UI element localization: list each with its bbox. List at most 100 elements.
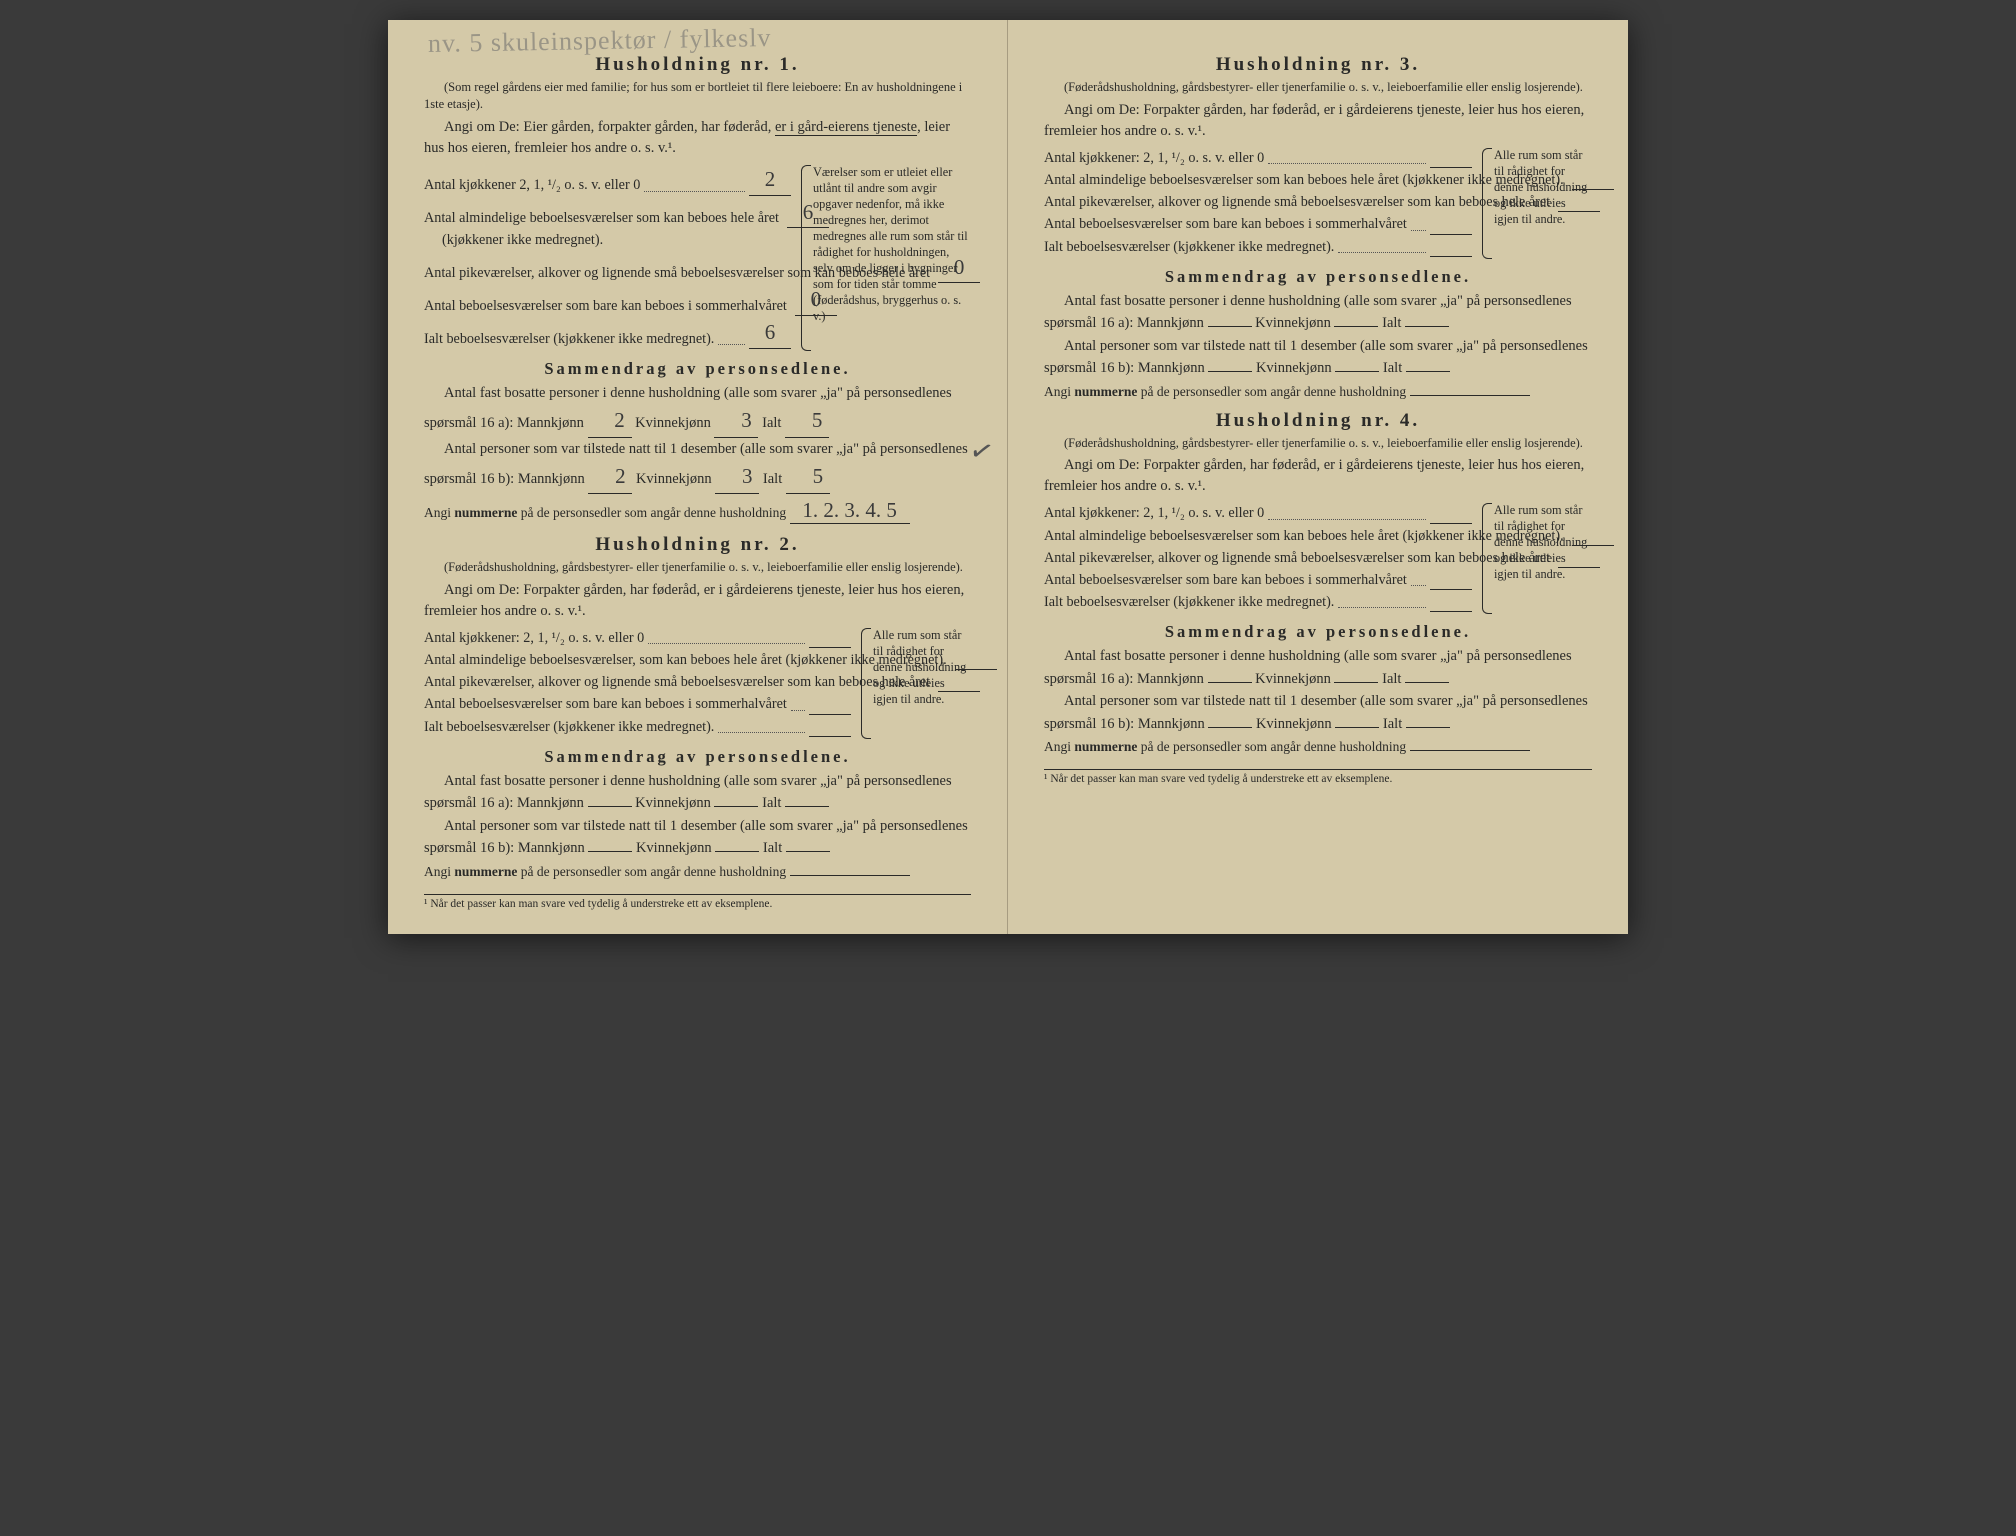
numrene-value[interactable] xyxy=(790,875,910,876)
page-left: nv. 5 skuleinspektør / fylkeslv Husholdn… xyxy=(388,20,1008,934)
kjokken-label: Antal kjøkkener: 2, 1, ¹/₂ o. s. v. elle… xyxy=(1044,148,1264,168)
numrene-value[interactable] xyxy=(1410,395,1530,396)
household-title: Husholdning nr. 2. xyxy=(424,534,971,556)
bosatte-kvinne[interactable] xyxy=(1334,682,1378,683)
household-2: Husholdning nr. 2. (Føderådshusholdning,… xyxy=(424,534,971,880)
tilstede-kvinne[interactable] xyxy=(1335,727,1379,728)
summary-heading: Sammendrag av personsedlene. xyxy=(424,747,971,767)
household-subtitle: (Som regel gårdens eier med familie; for… xyxy=(424,79,971,113)
household-title: Husholdning nr. 3. xyxy=(1044,54,1592,76)
tilstede-mann[interactable] xyxy=(588,851,632,852)
ialt-value[interactable] xyxy=(809,736,851,737)
rooms-block: Antal kjøkkener 2, 1, ¹/₂ o. s. v. eller… xyxy=(424,165,971,351)
summary-heading: Sammendrag av personsedlene. xyxy=(1044,267,1592,287)
sommer-label: Antal beboelsesværelser som bare kan beb… xyxy=(1044,570,1407,590)
bosatte-kvinne[interactable] xyxy=(714,806,758,807)
bosatte-kvinne[interactable] xyxy=(1334,326,1378,327)
brace-icon xyxy=(801,165,811,351)
numrene-line: Angi nummerne Angi nummerne på de person… xyxy=(424,498,971,524)
ialt-value[interactable]: 6 xyxy=(749,318,791,349)
alm-label: Antal almindelige beboelsesværelser som … xyxy=(424,208,779,228)
kjokken-label: Antal kjøkkener: 2, 1, ¹/₂ o. s. v. elle… xyxy=(1044,503,1264,523)
household-subtitle: (Føderådshusholdning, gårdsbestyrer- ell… xyxy=(1044,435,1592,452)
kjokken-value[interactable] xyxy=(809,647,851,648)
tilstede-kvinne[interactable] xyxy=(1335,371,1379,372)
angi-prompt: Angi om De: Forpakter gården, har føderå… xyxy=(1044,100,1592,142)
ialt-value[interactable] xyxy=(1430,256,1472,257)
tilstede-line: Antal personer som var tilstede natt til… xyxy=(424,815,971,860)
household-subtitle: (Føderådshusholdning, gårdsbestyrer- ell… xyxy=(1044,79,1592,96)
household-subtitle: (Føderådshusholdning, gårdsbestyrer- ell… xyxy=(424,559,971,576)
rooms-list: Antal kjøkkener 2, 1, ¹/₂ o. s. v. eller… xyxy=(424,165,791,351)
sommer-value[interactable] xyxy=(1430,589,1472,590)
underlined-choice: er i gård-eierens tjeneste xyxy=(775,119,917,136)
rooms-block: Antal kjøkkener: 2, 1, ¹/₂ o. s. v. elle… xyxy=(1044,503,1592,614)
brace-icon xyxy=(1482,148,1492,259)
bosatte-mann[interactable] xyxy=(1208,326,1252,327)
rooms-list: Antal kjøkkener: 2, 1, ¹/₂ o. s. v. elle… xyxy=(1044,503,1472,614)
rooms-block: Antal kjøkkener: 2, 1, ¹/₂ o. s. v. elle… xyxy=(424,628,971,739)
pike-label: Antal pikeværelser, alkover og lignende … xyxy=(1044,548,1550,568)
tilstede-ialt[interactable] xyxy=(1406,371,1450,372)
numrene-line: Angi nummerne på de personsedler som ang… xyxy=(1044,739,1592,755)
pike-label: Antal pikeværelser, alkover og lignende … xyxy=(1044,192,1550,212)
rooms-list: Antal kjøkkener: 2, 1, ¹/₂ o. s. v. elle… xyxy=(1044,148,1472,259)
ialt-label: Ialt beboelsesværelser (kjøkkener ikke m… xyxy=(424,717,714,737)
tilstede-mann[interactable] xyxy=(1208,727,1252,728)
ialt-label: Ialt beboelsesværelser (kjøkkener ikke m… xyxy=(1044,592,1334,612)
kjokken-label: Antal kjøkkener 2, 1, ¹/₂ o. s. v. eller… xyxy=(424,175,640,195)
side-note: Alle rum som står til rådighet for denne… xyxy=(861,628,971,739)
household-1: Husholdning nr. 1. (Som regel gårdens ei… xyxy=(424,54,971,524)
household-4: Husholdning nr. 4. (Føderådshusholdning,… xyxy=(1044,410,1592,756)
sommer-value[interactable] xyxy=(809,714,851,715)
ialt-value[interactable] xyxy=(1430,611,1472,612)
footnote: ¹ Når det passer kan man svare ved tydel… xyxy=(1044,769,1592,785)
tilstede-ialt[interactable] xyxy=(1406,727,1450,728)
tilstede-ialt[interactable]: 5 xyxy=(786,460,830,494)
numrene-line: Angi nummerne på de personsedler som ang… xyxy=(424,864,971,880)
rooms-block: Antal kjøkkener: 2, 1, ¹/₂ o. s. v. elle… xyxy=(1044,148,1592,259)
document-spread: nv. 5 skuleinspektør / fylkeslv Husholdn… xyxy=(388,20,1628,934)
ialt-label: Ialt beboelsesværelser (kjøkkener ikke m… xyxy=(424,329,714,349)
sommer-value[interactable] xyxy=(1430,234,1472,235)
bosatte-mann[interactable] xyxy=(1208,682,1252,683)
sommer-label: Antal beboelsesværelser som bare kan beb… xyxy=(424,694,787,714)
bosatte-ialt[interactable]: 5 xyxy=(785,404,829,438)
bosatte-line: Antal fast bosatte personer i denne hush… xyxy=(1044,645,1592,690)
tilstede-kvinne[interactable]: 3 xyxy=(715,460,759,494)
bosatte-mann[interactable]: 2 xyxy=(588,404,632,438)
sommer-label: Antal beboelsesværelser som bare kan beb… xyxy=(424,296,787,316)
numrene-value[interactable]: 1. 2. 3. 4. 5 xyxy=(790,498,910,524)
bosatte-ialt[interactable] xyxy=(1405,326,1449,327)
angi-prompt: Angi om De: Forpakter gården, har føderå… xyxy=(424,580,971,622)
numrene-value[interactable] xyxy=(1410,750,1530,751)
pike-label: Antal pikeværelser, alkover og lignende … xyxy=(424,672,930,692)
tilstede-mann[interactable]: 2 xyxy=(588,460,632,494)
footnote: ¹ Når det passer kan man svare ved tydel… xyxy=(424,894,971,910)
tilstede-kvinne[interactable] xyxy=(715,851,759,852)
household-title: Husholdning nr. 4. xyxy=(1044,410,1592,432)
side-note: Værelser som er utleiet eller utlånt til… xyxy=(801,165,971,351)
bosatte-line: Antal fast bosatte personer i denne hush… xyxy=(1044,290,1592,335)
sommer-label: Antal beboelsesværelser som bare kan beb… xyxy=(1044,214,1407,234)
brace-icon xyxy=(1482,503,1492,614)
summary-heading: Sammendrag av personsedlene. xyxy=(1044,622,1592,642)
bosatte-kvinne[interactable]: 3 xyxy=(714,404,758,438)
bosatte-line: Antal fast bosatte personer i denne hush… xyxy=(424,382,971,438)
tilstede-ialt[interactable] xyxy=(786,851,830,852)
brace-icon xyxy=(861,628,871,739)
side-note: Alle rum som står til rådighet for denne… xyxy=(1482,503,1592,614)
bosatte-mann[interactable] xyxy=(588,806,632,807)
alm-sub: (kjøkkener ikke medregnet). xyxy=(442,230,603,250)
tilstede-line: Antal personer som var tilstede natt til… xyxy=(424,438,971,494)
tilstede-mann[interactable] xyxy=(1208,371,1252,372)
kjokken-value[interactable] xyxy=(1430,523,1472,524)
bosatte-ialt[interactable] xyxy=(1405,682,1449,683)
page-right: Husholdning nr. 3. (Føderådshusholdning,… xyxy=(1008,20,1628,934)
tilstede-line: Antal personer som var tilstede natt til… xyxy=(1044,690,1592,735)
kjokken-value[interactable] xyxy=(1430,167,1472,168)
summary-heading: Sammendrag av personsedlene. xyxy=(424,359,971,379)
bosatte-ialt[interactable] xyxy=(785,806,829,807)
kjokken-value[interactable]: 2 xyxy=(749,165,791,196)
tilstede-line: Antal personer som var tilstede natt til… xyxy=(1044,335,1592,380)
